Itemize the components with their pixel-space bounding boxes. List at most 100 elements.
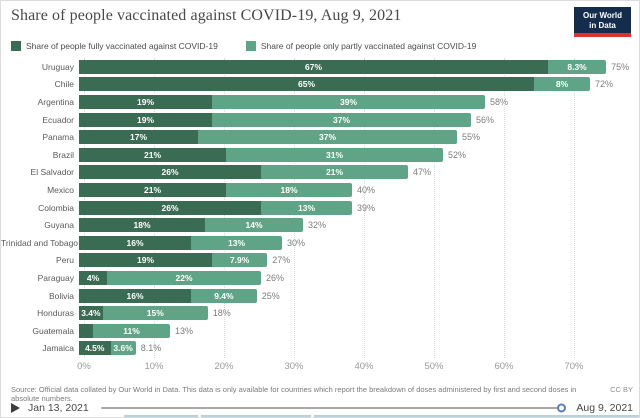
gridline <box>434 58 435 358</box>
chart-row: Trinidad and Tobago 16% 13% 30% <box>1 234 639 252</box>
bar-segment-partly[interactable]: 8.3% <box>548 59 607 74</box>
country-label: Jamaica <box>42 343 74 354</box>
x-axis-tick-label: 50% <box>424 361 444 372</box>
country-label: Paraguay <box>37 272 74 283</box>
bar-segment-fully[interactable]: 3.4% <box>79 306 103 321</box>
stacked-bar[interactable]: 17% 37% <box>79 130 457 145</box>
bar-segment-partly[interactable]: 15% <box>102 306 208 321</box>
bar-segment-fully[interactable]: 67% <box>79 59 548 74</box>
bar-value-label: 18% <box>133 220 151 231</box>
bar-total-label: 58% <box>490 96 509 107</box>
bar-segment-partly[interactable]: 37% <box>198 130 457 145</box>
bar-value-label: 11% <box>123 325 140 336</box>
timeline-end-date: Aug 9, 2021 <box>576 402 633 414</box>
bar-segment-partly[interactable]: 13% <box>261 200 352 215</box>
bar-value-label: 21% <box>325 167 343 178</box>
license-link[interactable]: CC BY <box>610 385 633 394</box>
stacked-bar[interactable]: 19% 39% <box>79 94 485 109</box>
country-label: Colombia <box>38 202 74 213</box>
play-button[interactable] <box>11 403 20 413</box>
bar-segment-fully[interactable]: 21% <box>79 182 226 197</box>
stacked-bar[interactable]: 26% 13% <box>79 200 352 215</box>
bar-segment-fully[interactable]: 17% <box>79 130 198 145</box>
timeline-slider[interactable] <box>100 403 567 413</box>
bar-segment-partly[interactable]: 13% <box>191 235 282 250</box>
owid-logo[interactable]: Our World in Data <box>574 7 631 38</box>
bar-value-label: 37% <box>318 132 336 143</box>
bar-value-label: 8.3% <box>567 61 587 72</box>
bar-segment-fully[interactable]: 19% <box>79 253 212 268</box>
bar-segment-partly[interactable]: 18% <box>226 182 352 197</box>
x-axis-tick-label: 70% <box>564 361 584 372</box>
bar-value-label: 19% <box>136 96 154 107</box>
bar-segment-fully[interactable]: 26% <box>79 200 261 215</box>
chart-row: Guyana 18% 14% 32% <box>1 216 639 234</box>
bar-total-label: 40% <box>357 184 376 195</box>
bar-segment-fully[interactable]: 4% <box>79 270 107 285</box>
bar-segment-fully[interactable]: 19% <box>79 94 212 109</box>
bar-total-label: 56% <box>476 114 495 125</box>
chart-row: Mexico 21% 18% 40% <box>1 181 639 199</box>
bar-segment-fully[interactable]: 18% <box>79 218 205 233</box>
country-label: Guyana <box>44 220 74 231</box>
bar-segment-fully[interactable] <box>79 323 93 338</box>
bar-value-label: 22% <box>175 272 193 283</box>
bar-total-label: 8.1% <box>140 343 162 354</box>
timeline: Jan 13, 2021 Aug 9, 2021 <box>11 400 633 416</box>
bar-total-label: 26% <box>266 272 285 283</box>
bar-segment-fully[interactable]: 65% <box>79 77 534 92</box>
stacked-bar[interactable]: 19% 37% <box>79 112 471 127</box>
stacked-bar[interactable]: 21% 18% <box>79 182 352 197</box>
bar-segment-partly[interactable]: 37% <box>212 112 471 127</box>
bar-segment-fully[interactable]: 16% <box>79 235 191 250</box>
timeline-slider-handle[interactable] <box>557 403 567 413</box>
bar-segment-partly[interactable]: 39% <box>212 94 485 109</box>
bar-segment-partly[interactable]: 3.6% <box>110 341 136 356</box>
stacked-bar[interactable]: 11% <box>79 323 170 338</box>
bar-total-label: 30% <box>287 237 306 248</box>
bar-value-label: 16% <box>126 290 144 301</box>
bar-total-label: 72% <box>595 79 614 90</box>
bottom-divider-segment <box>124 415 198 417</box>
bar-value-label: 17% <box>129 132 147 143</box>
timeline-start-date: Jan 13, 2021 <box>28 402 89 414</box>
bar-segment-fully[interactable]: 26% <box>79 165 261 180</box>
chart-row: Brazil 21% 31% 52% <box>1 146 639 164</box>
stacked-bar[interactable]: 4.5% 3.6% <box>79 341 136 356</box>
bar-segment-partly[interactable]: 31% <box>226 147 443 162</box>
bar-segment-partly[interactable]: 9.4% <box>191 288 257 303</box>
bar-segment-fully[interactable]: 21% <box>79 147 226 162</box>
country-label: Mexico <box>47 184 74 195</box>
stacked-bar[interactable]: 4% 22% <box>79 270 261 285</box>
bar-segment-partly[interactable]: 11% <box>93 323 170 338</box>
bar-value-label: 37% <box>332 114 350 125</box>
bar-value-label: 7.9% <box>229 255 250 266</box>
bar-segment-fully[interactable]: 19% <box>79 112 212 127</box>
x-axis-tick-label: 40% <box>354 361 374 372</box>
bar-segment-partly[interactable]: 21% <box>261 165 408 180</box>
chart-row: Ecuador 19% 37% 56% <box>1 111 639 129</box>
stacked-bar[interactable]: 18% 14% <box>79 218 303 233</box>
bar-segment-partly[interactable]: 22% <box>107 270 261 285</box>
bar-segment-partly[interactable]: 7.9% <box>212 253 268 268</box>
stacked-bar[interactable]: 65% 8% <box>79 77 590 92</box>
footer: Source: Official data collated by Our Wo… <box>11 385 633 403</box>
bar-segment-partly[interactable]: 8% <box>534 77 590 92</box>
bar-total-label: 52% <box>448 149 467 160</box>
bar-total-label: 39% <box>357 202 376 213</box>
stacked-bar[interactable]: 26% 21% <box>79 165 408 180</box>
stacked-bar[interactable]: 21% 31% <box>79 147 443 162</box>
bar-segment-fully[interactable]: 4.5% <box>79 341 111 356</box>
x-axis-tick-label: 0% <box>77 361 91 372</box>
bar-segment-partly[interactable]: 14% <box>205 218 303 233</box>
stacked-bar[interactable]: 19% 7.9% <box>79 253 268 268</box>
bar-value-label: 19% <box>136 114 154 125</box>
stacked-bar[interactable]: 3.4% 15% <box>79 306 208 321</box>
owid-logo-line2: in Data <box>589 20 616 30</box>
stacked-bar[interactable]: 67% 8.3% <box>79 59 607 74</box>
bar-value-label: 3.6% <box>113 343 133 354</box>
stacked-bar[interactable]: 16% 13% <box>79 235 282 250</box>
stacked-bar[interactable]: 16% 9.4% <box>79 288 257 303</box>
chart-row: Honduras 3.4% 15% 18% <box>1 304 639 322</box>
bar-segment-fully[interactable]: 16% <box>79 288 191 303</box>
